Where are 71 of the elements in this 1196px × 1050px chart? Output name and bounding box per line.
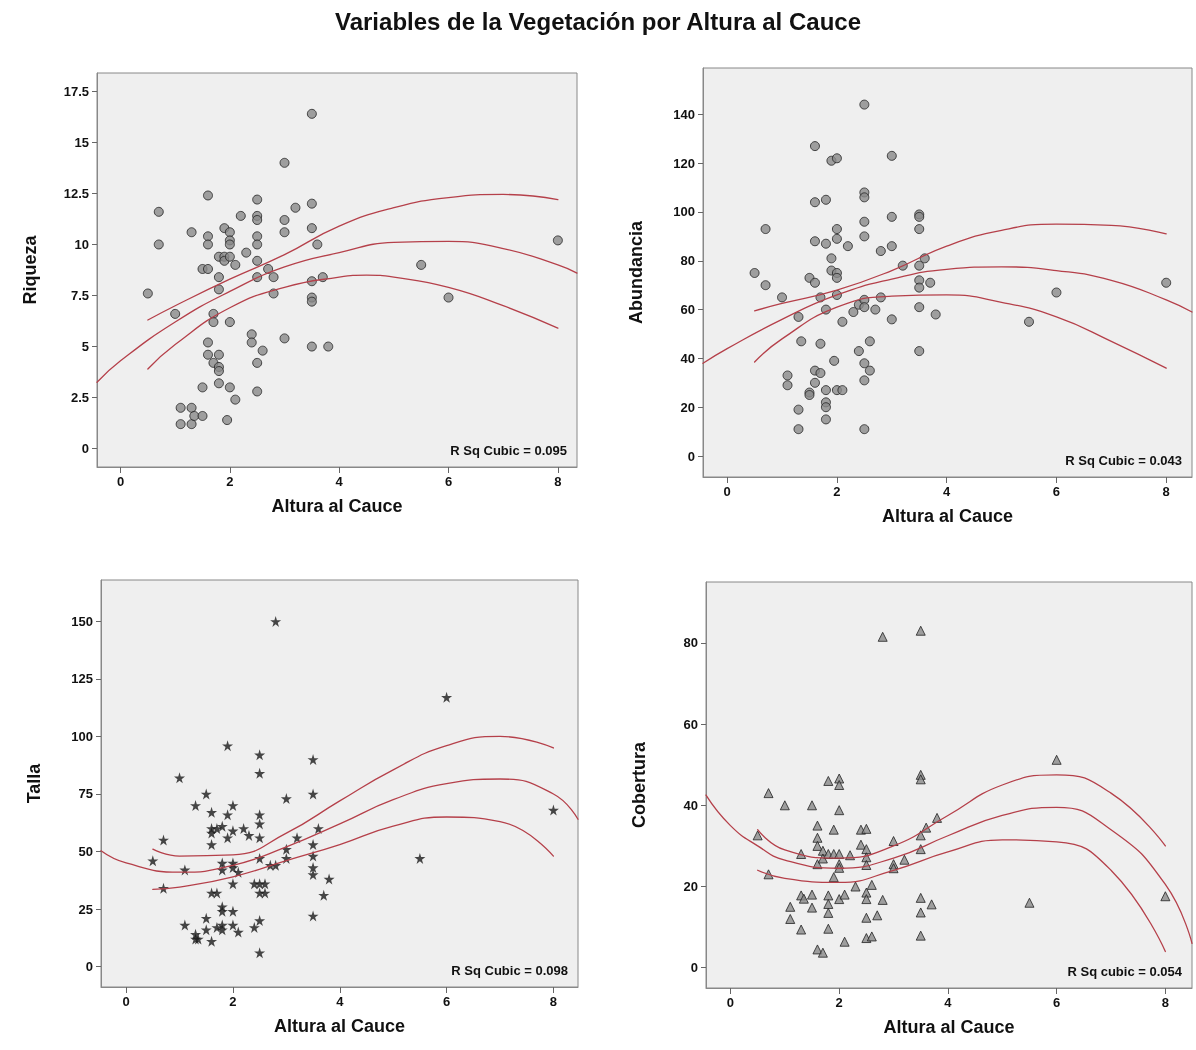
annotation: R Sq Cubic = 0.098 [451,963,568,978]
x-tick-label: 0 [723,484,731,499]
x-tick-label: 2 [835,995,843,1010]
x-tick-label: 6 [444,474,453,489]
line-series [152,735,555,857]
x-tick-label: 4 [336,994,345,1009]
y-tick-label: 12.5 [63,185,89,201]
y-tick-label: 17.5 [63,83,89,99]
x-tick-label: 2 [226,474,234,489]
x-tick-label: 0 [122,994,130,1009]
line-series [152,816,555,891]
x-tick-label: 8 [1162,484,1170,499]
line-series [756,839,1167,953]
y-tick-label: 80 [680,253,695,269]
x-axis-title: Altura al Cauce [273,1016,406,1036]
annotation: R Sq cubic = 0.054 [1067,964,1183,979]
y-tick-label: 0 [85,959,93,975]
line-series [96,240,578,383]
y-tick-label: 2.5 [70,390,89,406]
x-tick-label: 8 [1161,995,1169,1010]
x-axis-title: Altura al Cauce [881,506,1014,526]
y-tick-label: 0 [687,448,695,464]
line-series [702,266,1193,364]
line-series [147,193,559,321]
y-tick-label: 150 [71,613,93,629]
y-tick-label: 100 [673,204,695,220]
y-tick-label: 0 [81,441,89,457]
x-tick-label: 6 [442,994,451,1009]
line-series [705,794,1193,944]
x-tick-label: 2 [833,484,841,499]
x-tick-label: 8 [554,474,562,489]
y-axis-title: Cobertura [629,741,649,829]
y-tick-label: 50 [78,843,93,859]
y-tick-label: 7.5 [70,288,89,304]
y-tick-label: 15 [74,134,89,150]
y-tick-label: 100 [71,728,93,744]
y-tick-label: 5 [81,339,89,355]
y-axis-title: Riqueza [20,234,40,305]
chart-title: Variables de la Vegetación por Altura al Cauce [334,8,862,36]
x-tick-label: 8 [549,994,558,1009]
x-tick-label: 6 [1052,484,1061,499]
y-tick-label: 10 [74,236,89,252]
y-axis-title: Talla [24,762,44,804]
x-tick-label: 0 [116,474,125,489]
line-series [147,274,559,370]
y-tick-label: 60 [683,716,698,732]
x-axis-title: Altura al Cauce [271,496,403,516]
x-axis-title: Altura al Cauce [883,1017,1015,1037]
x-tick-label: 4 [944,995,953,1010]
x-tick-label: 4 [943,484,952,499]
line-series [753,294,1167,369]
annotation: R Sq Cubic = 0.043 [1065,453,1182,468]
y-tick-label: 40 [683,797,698,813]
x-tick-label: 4 [335,474,344,489]
x-tick-label: 0 [726,995,735,1010]
y-tick-label: 0 [690,960,698,976]
y-tick-label: 20 [680,399,695,415]
annotation: R Sq Cubic = 0.095 [450,443,567,458]
y-tick-label: 25 [78,901,93,917]
y-tick-label: 80 [683,635,698,651]
x-tick-label: 6 [1053,995,1061,1010]
y-tick-label: 40 [680,350,695,366]
line-series [753,223,1167,312]
y-tick-label: 60 [680,302,695,318]
y-tick-label: 120 [673,155,695,171]
y-tick-label: 125 [71,671,93,687]
y-tick-label: 140 [673,106,695,122]
y-tick-label: 75 [78,786,93,802]
y-tick-label: 20 [683,879,698,894]
x-tick-label: 2 [229,994,237,1009]
y-axis-title: Abundancia [626,220,646,325]
